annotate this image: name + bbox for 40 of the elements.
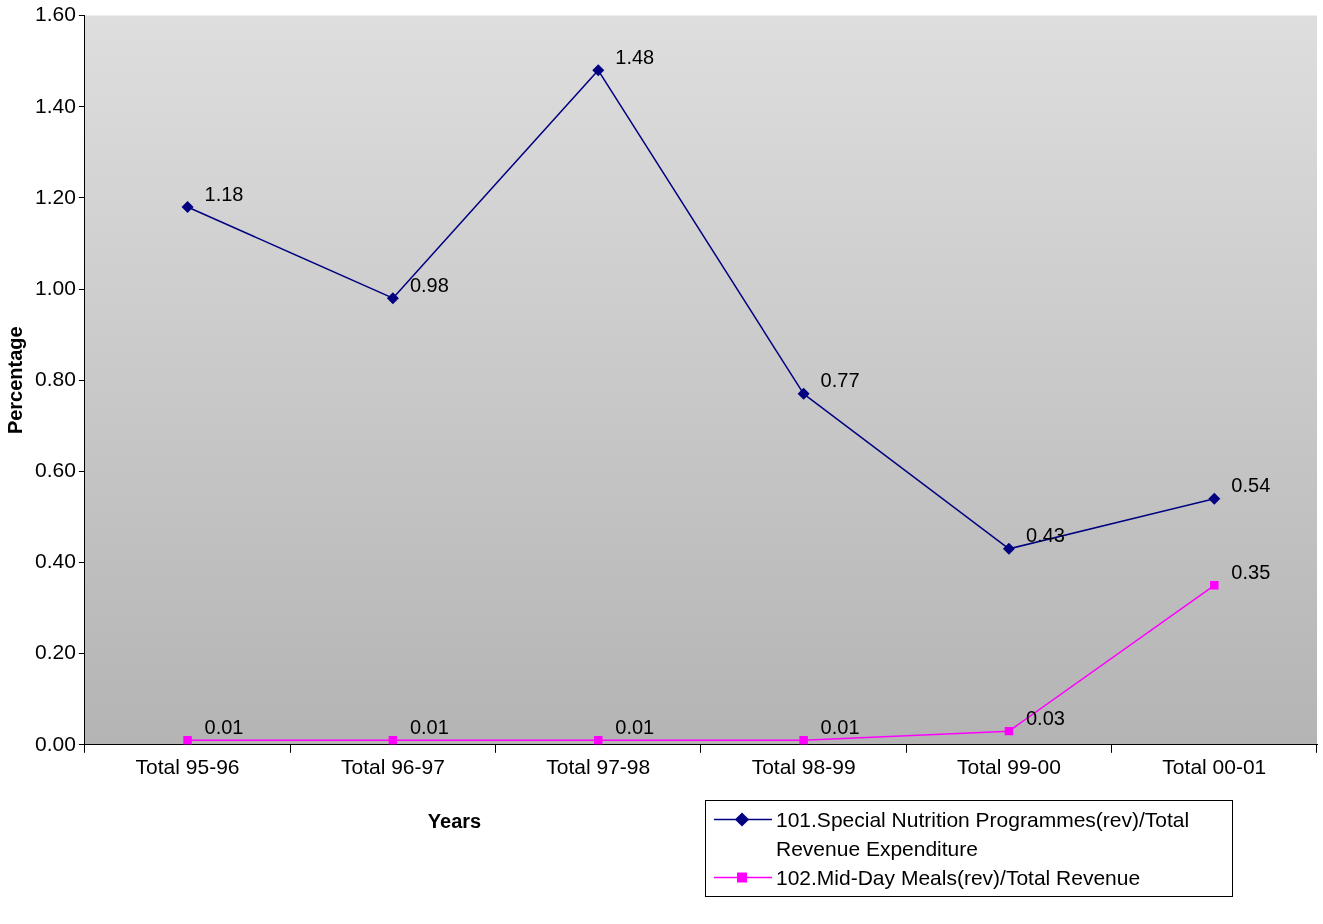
data-label: 0.98 xyxy=(409,273,449,296)
point xyxy=(1208,492,1221,505)
y-tick-label: 1.40 xyxy=(35,93,76,117)
y-tick-label: 0.00 xyxy=(35,731,76,755)
y-tick-label: 0.60 xyxy=(35,458,76,482)
data-label: 0.01 xyxy=(204,715,244,738)
x-tick-label: Total 99-00 xyxy=(957,755,1061,779)
x-tick-label: Total 96-97 xyxy=(340,755,445,779)
data-label: 0.01 xyxy=(409,715,449,738)
y-tick-label: 1.20 xyxy=(35,184,76,208)
data-label: 0.77 xyxy=(820,369,860,392)
y-axis-title: Percentage xyxy=(3,326,26,435)
x-tick-label: Total 98-99 xyxy=(751,755,856,779)
data-label: 0.35 xyxy=(1231,560,1271,583)
point xyxy=(799,736,808,745)
x-tick-label: Total 00-01 xyxy=(1162,755,1267,779)
legend-label: 102.Mid-Day Meals(rev)/Total Revenue xyxy=(776,865,1141,891)
y-tick-label: 0.80 xyxy=(35,367,76,390)
data-label: 0.54 xyxy=(1231,474,1271,497)
y-tick-label: 1.00 xyxy=(35,275,76,299)
point xyxy=(181,201,194,214)
x-tick-label: Total 97-98 xyxy=(546,755,651,779)
point xyxy=(1002,542,1015,555)
point xyxy=(183,736,192,745)
x-axis-title: Years xyxy=(427,810,482,833)
point xyxy=(592,64,605,77)
point xyxy=(797,387,810,400)
point xyxy=(594,736,603,745)
legend-label: 101.Special Nutrition Programmes(rev)/Total Revenue Expenditure xyxy=(776,807,1191,862)
y-tick-label: 1.60 xyxy=(35,2,76,26)
data-label: 0.01 xyxy=(615,715,655,738)
point xyxy=(386,292,399,305)
x-tick-label: Total 95-96 xyxy=(135,755,240,779)
data-label: 0.03 xyxy=(1025,706,1065,729)
data-label: 1.48 xyxy=(615,45,655,68)
data-label: 0.01 xyxy=(820,715,860,738)
data-label: 1.18 xyxy=(204,182,244,205)
y-tick-label: 0.20 xyxy=(35,640,76,664)
y-tick-label: 0.40 xyxy=(35,549,76,573)
point xyxy=(1210,581,1219,590)
